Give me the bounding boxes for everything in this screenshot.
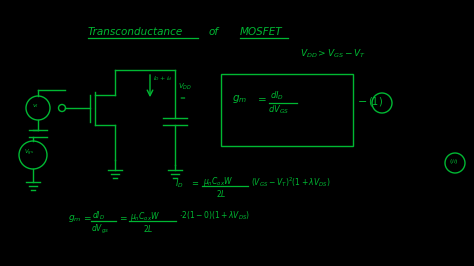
Text: $V_{gs}$: $V_{gs}$ <box>24 148 34 158</box>
Text: $V_{DD}$: $V_{DD}$ <box>178 82 192 92</box>
Text: $\mu_n C_{ox} W$: $\mu_n C_{ox} W$ <box>130 210 160 223</box>
Text: $dV_{gs}$: $dV_{gs}$ <box>91 223 109 236</box>
Text: $g_m$: $g_m$ <box>232 93 247 105</box>
Text: $dI_D$: $dI_D$ <box>92 210 105 222</box>
Text: $=$: $=$ <box>178 94 186 100</box>
Text: $dI_D$: $dI_D$ <box>270 90 284 102</box>
Text: $\mu_n C_{ox} W$: $\mu_n C_{ox} W$ <box>203 175 233 188</box>
Text: $\cdot 2(1-0)(1+\lambda V_{DS})$: $\cdot 2(1-0)(1+\lambda V_{DS})$ <box>179 210 250 222</box>
Text: $=$: $=$ <box>82 213 92 222</box>
Text: of: of <box>209 27 219 37</box>
Text: $2L$: $2L$ <box>216 188 227 199</box>
Text: MOSFET: MOSFET <box>240 27 283 37</box>
Text: $V_{DD} > V_{GS} - V_T$: $V_{DD} > V_{GS} - V_T$ <box>300 48 366 60</box>
Text: $(V_{GS}-V_T)^2(1+\lambda V_{DS})$: $(V_{GS}-V_T)^2(1+\lambda V_{DS})$ <box>251 175 331 189</box>
Text: $=$: $=$ <box>190 178 200 187</box>
Text: $=$: $=$ <box>255 93 266 103</box>
Text: $2L$: $2L$ <box>143 223 154 234</box>
Text: $-$: $-$ <box>357 95 367 105</box>
Text: $=$: $=$ <box>118 213 128 222</box>
Text: $(ii)$: $(ii)$ <box>449 156 459 165</box>
Text: $I_D+i_d$: $I_D+i_d$ <box>153 74 173 83</box>
Text: $I_D$: $I_D$ <box>175 178 184 190</box>
Text: $v_i$: $v_i$ <box>32 102 38 110</box>
Text: $(1)$: $(1)$ <box>368 95 383 108</box>
Text: $g_m$: $g_m$ <box>68 213 82 224</box>
Text: Transconductance: Transconductance <box>88 27 183 37</box>
Text: $dV_{GS}$: $dV_{GS}$ <box>268 104 289 117</box>
